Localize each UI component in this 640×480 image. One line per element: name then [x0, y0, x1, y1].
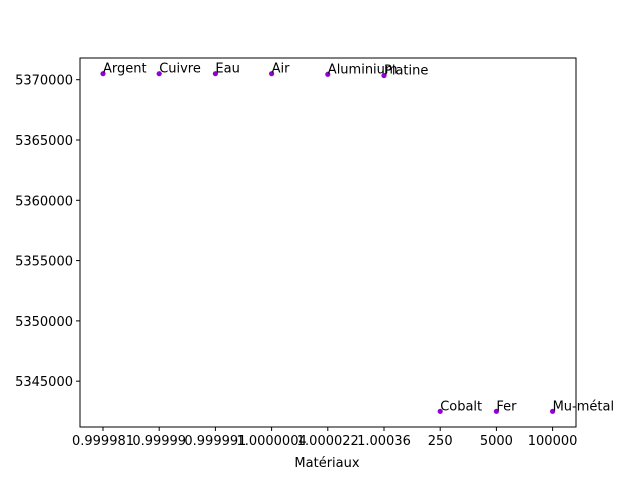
x-axis-label: Matériaux — [294, 456, 359, 471]
data-point — [100, 71, 106, 77]
y-tick-label: 5365000 — [15, 134, 73, 149]
data-label: Argent — [103, 62, 147, 77]
data-point — [156, 71, 162, 77]
data-point — [325, 71, 331, 77]
y-tick-label: 5350000 — [15, 315, 73, 330]
data-label: Eau — [215, 62, 239, 77]
y-axis: 5345000 5350000 5355000 5360000 5365000 53700… — [15, 74, 80, 390]
y-tick-label: 5370000 — [15, 74, 73, 89]
data-label: Platine — [384, 63, 428, 78]
data-point — [381, 72, 387, 79]
x-tick-label: 1.0000004 — [236, 434, 306, 449]
y-tick-label: 5345000 — [15, 375, 73, 390]
data-point — [269, 71, 275, 77]
y-tick-label: 5360000 — [15, 194, 73, 209]
x-tick-label: 0.999991 — [184, 434, 246, 449]
data-point — [437, 408, 443, 414]
x-tick-label: 5000 — [480, 434, 513, 449]
data-label: Fer — [496, 399, 517, 414]
data-label: Cobalt — [440, 399, 482, 414]
data-label: Air — [272, 62, 291, 77]
x-tick-label: 0.999981 — [72, 434, 134, 449]
x-tick-label: 0.99999 — [132, 434, 186, 449]
x-tick-label: 1.000022 — [297, 434, 359, 449]
x-tick-label: 100000 — [528, 434, 578, 449]
data-label: Aluminium — [328, 62, 398, 77]
x-tick-label: 250 — [428, 434, 453, 449]
y-tick-label: 5355000 — [15, 255, 73, 270]
data-label: Cuivre — [159, 62, 201, 77]
x-tick-label: 1.00036 — [357, 434, 411, 449]
data-point — [493, 408, 499, 414]
x-axis: 0.9999810.999990.9999911.00000041.000022… — [72, 427, 577, 449]
plot-area — [79, 57, 577, 428]
data-point — [550, 408, 556, 414]
data-point — [212, 71, 218, 77]
data-label: Mu-métal — [553, 399, 614, 414]
